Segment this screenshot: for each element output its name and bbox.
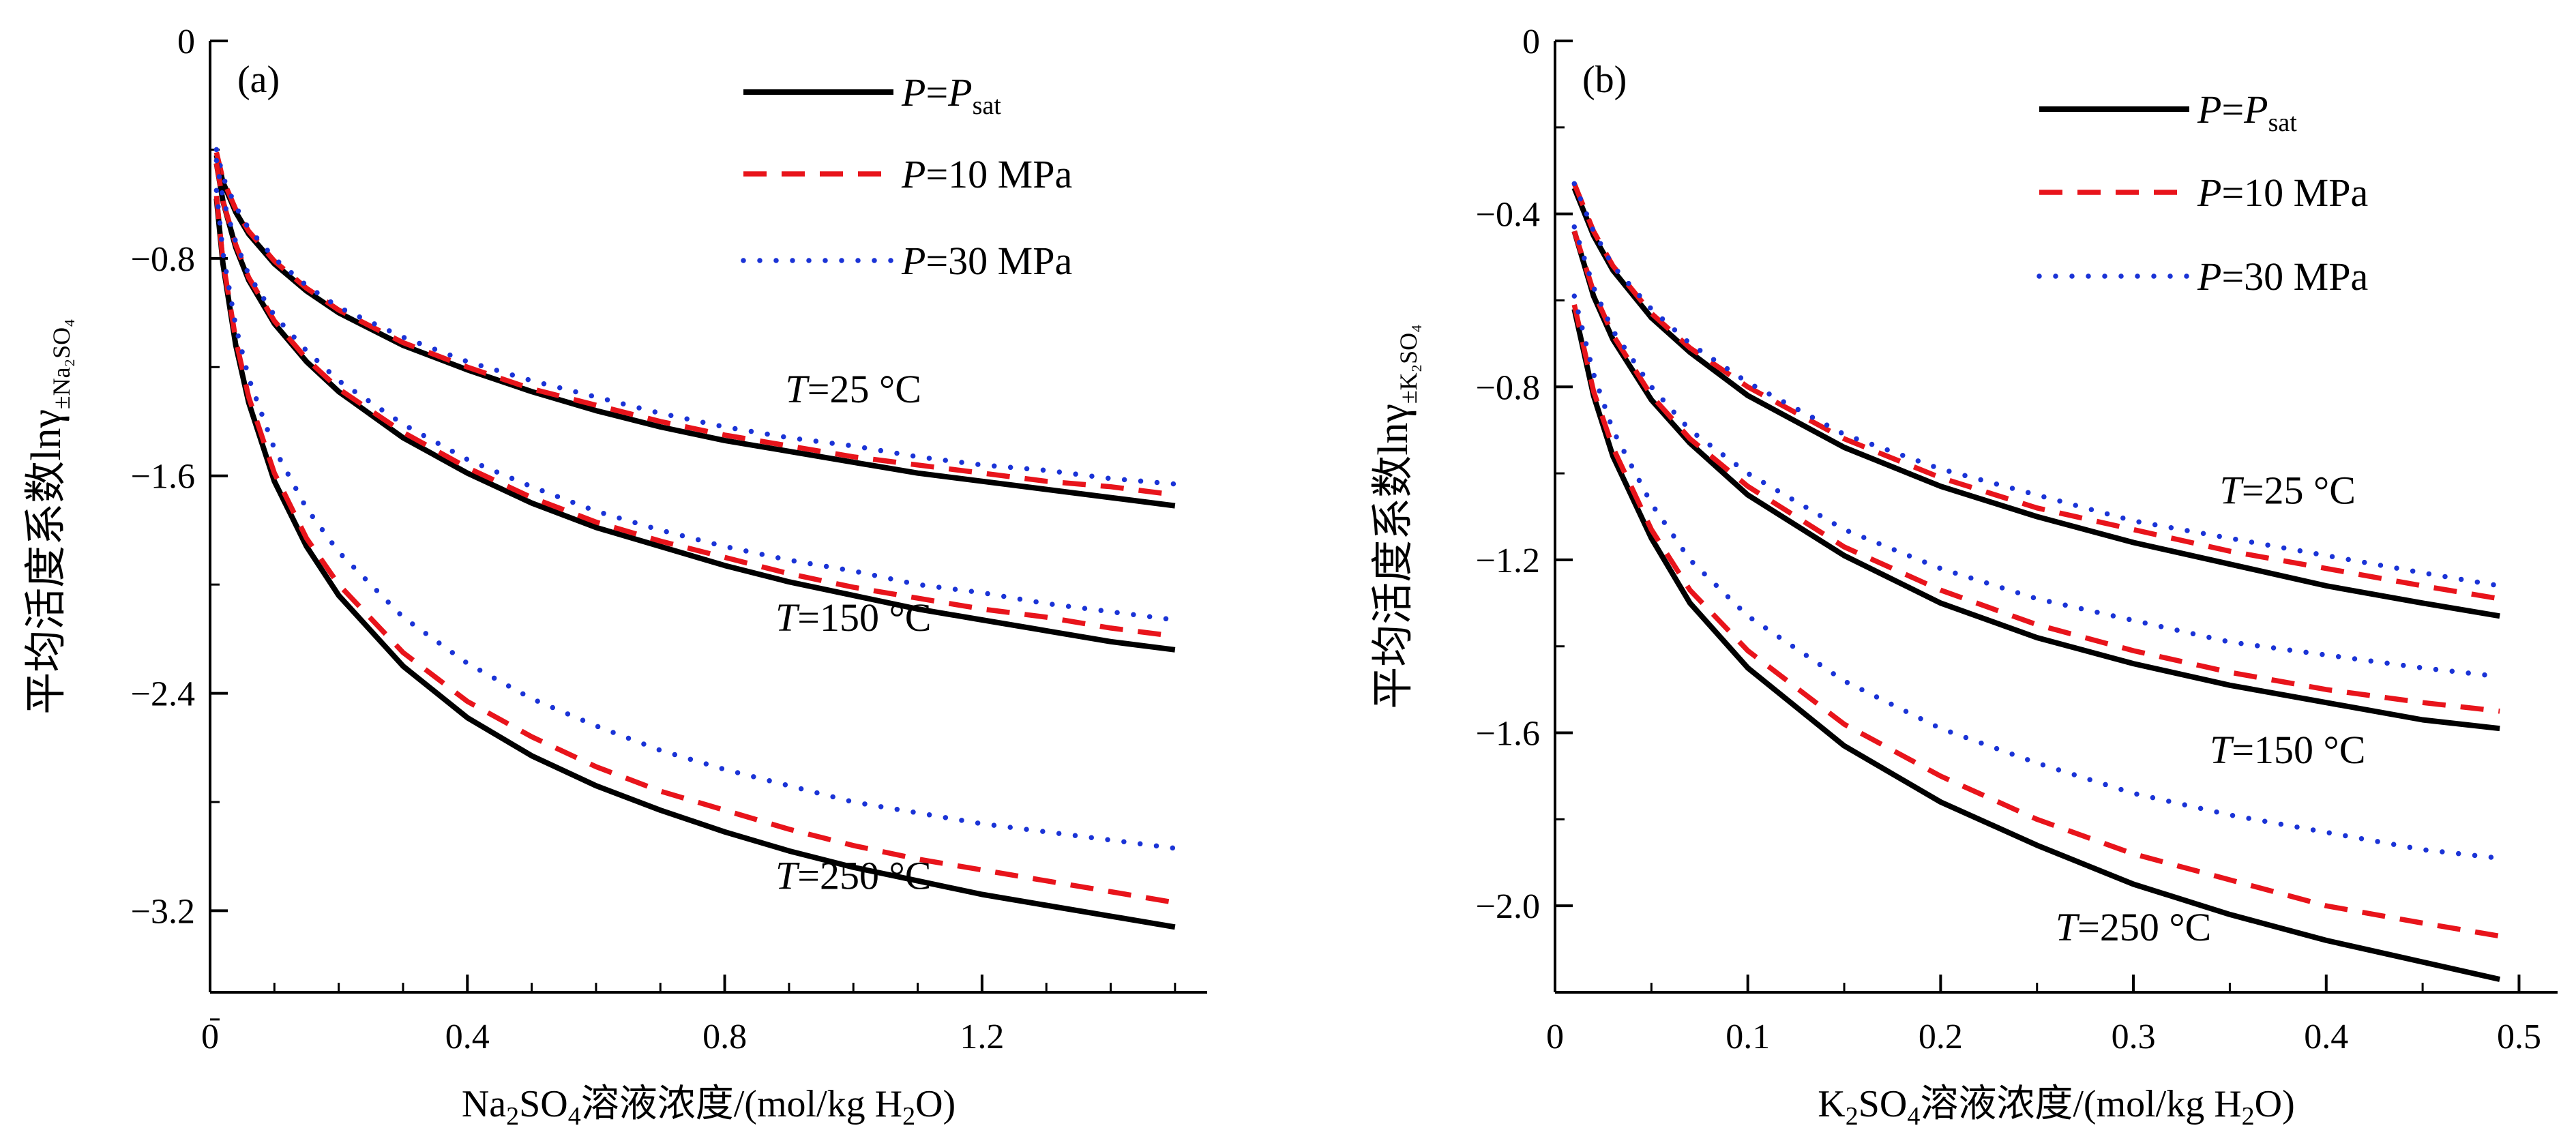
y-tick-label: 0 [1522, 23, 1540, 61]
curve-label: T=150 °C [2210, 728, 2365, 772]
y-tick-label: −2.0 [1476, 887, 1540, 926]
y-tick-label: −1.6 [131, 458, 195, 496]
series-line-dotted-group3 [213, 188, 1178, 851]
series-line-dashed-group1 [213, 151, 1176, 498]
legend-label: P=10 MPa [901, 152, 1072, 196]
x-tick-label: 0.4 [445, 1018, 490, 1056]
legend: P=Psat P=10 MPa P=30 MPa [2037, 87, 2368, 299]
series-line-dashed-group3 [213, 195, 1176, 906]
y-axis-title: 平均活度系数lnγ±Na₂SO₄ [23, 318, 75, 714]
y-tick-label: −1.2 [1476, 541, 1540, 580]
x-tick-label: 0.8 [702, 1018, 747, 1056]
legend-label: P=10 MPa [2197, 170, 2368, 215]
series-line-dashed-group2 [213, 162, 1176, 639]
y-tick-label: 0 [177, 23, 195, 61]
x-tick-label: 0.2 [1919, 1018, 1963, 1056]
legend-label: P=30 MPa [2197, 254, 2368, 299]
x-tick-label: 0.3 [2112, 1018, 2156, 1056]
curve-label: T=250 °C [2056, 905, 2211, 949]
y-tick-label: −0.8 [131, 240, 195, 279]
x-tick-label: 0.4 [2304, 1018, 2348, 1056]
series-line-dotted-group2 [213, 158, 1178, 623]
series-line-solid-group3 [213, 198, 1176, 930]
legend-label: P=30 MPa [901, 239, 1072, 283]
x-axis-title: K2SO4溶液浓度/(mol/kg H2O) [1818, 1083, 2294, 1128]
curve-label: T=25 °C [786, 367, 921, 411]
x-tick-label: 0 [1546, 1018, 1564, 1056]
y-tick-label: −0.8 [1476, 368, 1540, 407]
curve-label: T=150 °C [775, 595, 931, 640]
curve-label: T=25 °C [2220, 468, 2356, 512]
series-line-dotted-group3 [1571, 293, 2502, 861]
legend: P=Psat P=10 MPa P=30 MPa [741, 70, 1072, 283]
x-axis-title: Na2SO4溶液浓度/(mol/kg H2O) [462, 1083, 956, 1128]
series-line-solid-group2 [213, 162, 1176, 653]
series-line-dashed-group2 [1571, 230, 2500, 714]
chart-panel-a: 0 −0.8 −1.6 −2.4 −3.2 0.4 0.8 1.2 0 T=25 °C T=150 … [23, 23, 1207, 1128]
legend-label: P=Psat [2197, 87, 2297, 137]
series-line-solid-group2 [1571, 230, 2500, 732]
series-line-solid-group1 [1571, 187, 2500, 619]
x-tick-label: 0 [201, 1018, 219, 1056]
panel-label: (b) [1582, 59, 1627, 101]
y-tick-label: −2.4 [131, 675, 195, 714]
series-line-dotted-group1 [1571, 181, 2502, 589]
series-line-dotted-group2 [1571, 224, 2502, 679]
y-axis-title: 平均活度系数lnγ±K₂SO₄ [1370, 324, 1422, 709]
legend-label: P=Psat [901, 70, 1001, 120]
x-tick-label: 1.2 [960, 1018, 1004, 1056]
chart-panel-b: 0 −0.4 −0.8 −1.2 −1.6 −2.0 0.1 0.2 0.3 0.4 0.5 0 T=2… [1370, 23, 2558, 1128]
series-line-solid-group3 [1571, 308, 2501, 982]
panel-label: (a) [237, 59, 280, 101]
y-tick-label: −0.4 [1476, 196, 1540, 235]
series-line-solid-group1 [213, 154, 1176, 509]
x-tick-label: 0.1 [1726, 1018, 1770, 1056]
y-tick-label: −1.6 [1476, 715, 1540, 754]
series-line-dashed-group3 [1571, 303, 2500, 939]
x-tick-label: 0.5 [2497, 1018, 2541, 1056]
curve-label: T=250 °C [775, 854, 931, 898]
y-tick-label: −3.2 [131, 892, 195, 931]
series-line-dashed-group1 [1571, 182, 2500, 602]
